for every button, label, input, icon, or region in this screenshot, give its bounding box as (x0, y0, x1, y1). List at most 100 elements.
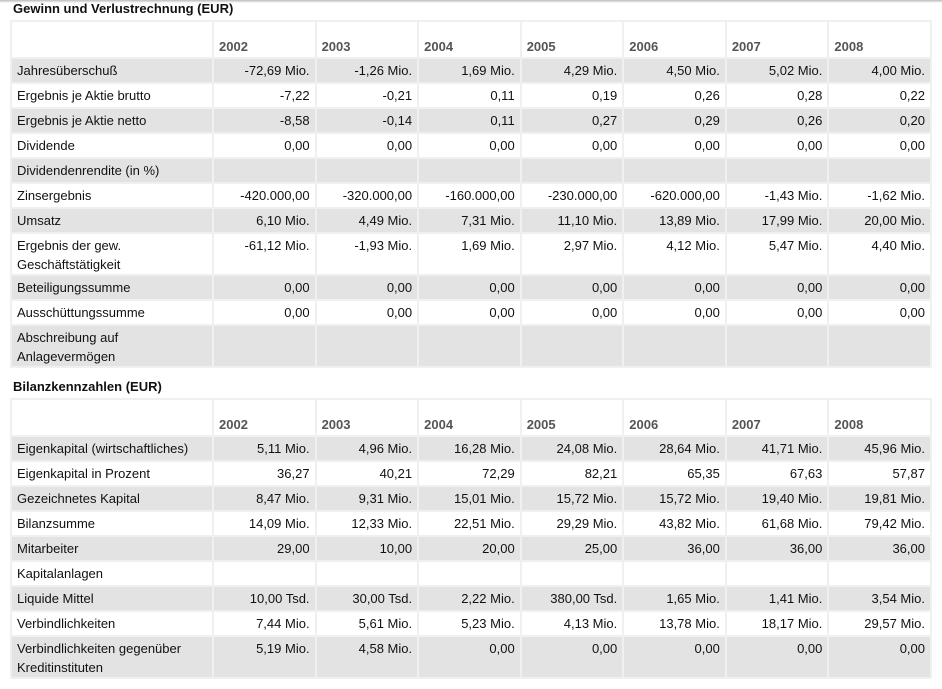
table-row: Jahresüberschuß -72,69 Mio. -1,26 Mio. 1,69… (12, 59, 930, 82)
row-label: Dividende (12, 134, 212, 157)
value-cell: 0,26 (624, 84, 725, 107)
table-row: Liquide Mittel 10,00 Tsd. 30,00 Tsd. 2,22 M… (12, 587, 930, 610)
value-cell: 5,11 Mio. (214, 437, 315, 460)
value-cell: 5,19 Mio. (214, 637, 315, 677)
value-cell: 0,00 (726, 134, 828, 157)
year-header: 2007 (726, 22, 828, 57)
row-label: Dividendenrendite (in %) (12, 159, 212, 182)
row-label: Bilanzsumme (12, 512, 212, 535)
value-cell: 20,00 (419, 537, 520, 560)
value-cell: 4,58 Mio. (316, 637, 418, 677)
value-cell: 36,00 (624, 537, 725, 560)
row-label: Eigenkapital (wirtschaftliches) (12, 437, 212, 460)
row-label: Verbindlichkeiten (12, 612, 212, 635)
header-row: 2002 2003 2004 2005 2006 2007 2008 (12, 400, 930, 435)
value-cell: 4,96 Mio. (316, 437, 418, 460)
value-cell: 0,29 (624, 109, 725, 132)
value-cell: -1,93 Mio. (316, 234, 418, 274)
table-row: Verbindlichkeiten 7,44 Mio. 5,61 Mio. 5,23 … (12, 612, 930, 635)
value-cell: -7,22 (214, 84, 315, 107)
value-cell (521, 159, 623, 182)
value-cell: 67,63 (726, 462, 828, 485)
value-cell: 0,11 (419, 84, 520, 107)
year-header: 2002 (214, 400, 315, 435)
value-cell: 6,10 Mio. (214, 209, 315, 232)
value-cell: 0,00 (316, 301, 418, 324)
value-cell: 11,10 Mio. (521, 209, 623, 232)
table-row: Zinsergebnis -420.000,00 -320.000,00 -160.0… (12, 184, 930, 207)
value-cell (419, 159, 520, 182)
value-cell: 16,28 Mio. (419, 437, 520, 460)
value-cell: -72,69 Mio. (214, 59, 315, 82)
value-cell: 1,65 Mio. (624, 587, 725, 610)
year-header: 2007 (726, 400, 828, 435)
value-cell (214, 562, 315, 585)
value-cell: 8,47 Mio. (214, 487, 315, 510)
value-cell: 10,00 Tsd. (214, 587, 315, 610)
value-cell (521, 562, 623, 585)
value-cell: 29,29 Mio. (521, 512, 623, 535)
table-row: Abschreibung auf Anlagevermögen (12, 326, 930, 366)
value-cell: 2,22 Mio. (419, 587, 520, 610)
value-cell (419, 326, 520, 366)
year-header: 2004 (419, 400, 520, 435)
row-label: Zinsergebnis (12, 184, 212, 207)
value-cell: 65,35 (624, 462, 725, 485)
value-cell (624, 326, 725, 366)
row-label: Eigenkapital in Prozent (12, 462, 212, 485)
value-cell: 0,00 (726, 276, 828, 299)
table-row: Verbindlichkeiten gegenüber Kreditinstit… (12, 637, 930, 677)
value-cell: 24,08 Mio. (521, 437, 623, 460)
value-cell: 0,00 (829, 637, 930, 677)
value-cell: 1,41 Mio. (726, 587, 828, 610)
table-row: Dividende 0,00 0,00 0,00 0,00 0,00 0,00 0,00 (12, 134, 930, 157)
value-cell: 30,00 Tsd. (316, 587, 418, 610)
value-cell: 25,00 (521, 537, 623, 560)
value-cell: 0,00 (419, 134, 520, 157)
year-header: 2005 (521, 400, 623, 435)
value-cell: -620.000,00 (624, 184, 725, 207)
value-cell: 0,00 (726, 637, 828, 677)
row-label: Ergebnis je Aktie netto (12, 109, 212, 132)
table-row: Ausschüttungssumme 0,00 0,00 0,00 0,00 0,00 0,… (12, 301, 930, 324)
guv-table: 2002 2003 2004 2005 2006 2007 2008 Jahresübersc… (10, 20, 932, 368)
value-cell: 40,21 (316, 462, 418, 485)
value-cell: 0,00 (316, 276, 418, 299)
value-cell (726, 562, 828, 585)
value-cell: 29,57 Mio. (829, 612, 930, 635)
value-cell: 0,00 (419, 637, 520, 677)
value-cell: 15,01 Mio. (419, 487, 520, 510)
value-cell: -1,62 Mio. (829, 184, 930, 207)
value-cell: 41,71 Mio. (726, 437, 828, 460)
value-cell: 0,00 (316, 134, 418, 157)
value-cell: 5,61 Mio. (316, 612, 418, 635)
value-cell: 0,11 (419, 109, 520, 132)
year-header: 2005 (521, 22, 623, 57)
value-cell: -420.000,00 (214, 184, 315, 207)
value-cell: 380,00 Tsd. (521, 587, 623, 610)
value-cell: 0,00 (521, 301, 623, 324)
row-label: Verbindlichkeiten gegenüber Kreditinstit… (12, 637, 212, 677)
year-header: 2003 (316, 22, 418, 57)
bilanz-title: Bilanzkennzahlen (EUR) (13, 379, 162, 394)
table-row: Eigenkapital in Prozent 36,27 40,21 72,29 82… (12, 462, 930, 485)
table-row: Ergebnis der gew. Geschäftstätigkeit -61,… (12, 234, 930, 274)
row-label: Kapitalanlagen (12, 562, 212, 585)
year-header: 2006 (624, 22, 725, 57)
value-cell (521, 326, 623, 366)
value-cell: 5,23 Mio. (419, 612, 520, 635)
value-cell: 28,64 Mio. (624, 437, 725, 460)
value-cell: -0,14 (316, 109, 418, 132)
row-label: Ergebnis je Aktie brutto (12, 84, 212, 107)
value-cell: 82,21 (521, 462, 623, 485)
row-label: Beteiligungssumme (12, 276, 212, 299)
table-row: Dividendenrendite (in %) (12, 159, 930, 182)
value-cell: 0,00 (624, 301, 725, 324)
bilanz-table: 2002 2003 2004 2005 2006 2007 2008 Eigenkapital… (10, 398, 932, 679)
value-cell: 36,00 (829, 537, 930, 560)
value-cell: 0,20 (829, 109, 930, 132)
header-empty (12, 400, 212, 435)
value-cell (214, 159, 315, 182)
value-cell: 15,72 Mio. (624, 487, 725, 510)
value-cell (726, 159, 828, 182)
